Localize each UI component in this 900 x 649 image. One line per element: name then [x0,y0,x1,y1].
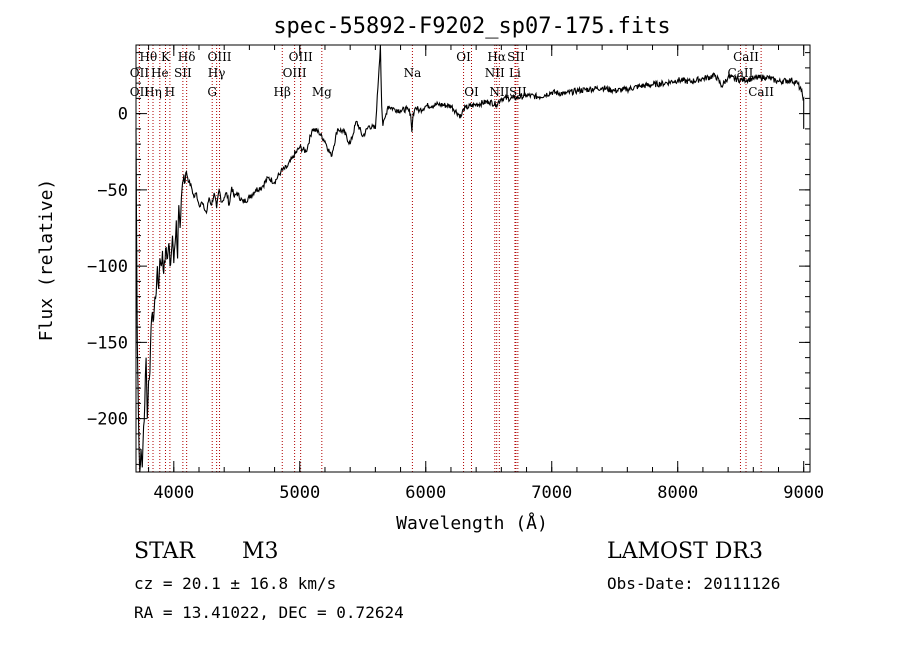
emission-line-label: OII [130,66,150,80]
emission-line-label: Hδ [178,50,196,64]
x-tick-label: 4000 [153,483,194,503]
x-tick-label: 5000 [279,483,320,503]
emission-line-label: NII [489,85,509,99]
x-tick-label: 6000 [405,483,446,503]
y-tick-label: −200 [87,410,128,430]
emission-line-label: OIII [283,66,307,80]
emission-line-label: H [165,85,175,99]
emission-line-label: OI [464,85,479,99]
emission-line-label: OIII [207,50,231,64]
redshift-cz: cz = 20.1 ± 16.8 km/s [134,574,337,593]
x-axis-label: Wavelength (Å) [396,512,548,534]
emission-line-label: Hθ [139,50,157,64]
spectrum-series-line [135,44,805,473]
y-tick-label: −100 [87,257,128,277]
y-tick-label: −50 [97,181,128,201]
emission-line-label: Li [509,66,521,80]
observation-date: Obs-Date: 20111126 [607,574,781,593]
object-class: STAR [134,539,195,564]
emission-line-label: CaII [733,50,759,64]
emission-line-label: K [161,50,171,64]
emission-line-label: He [151,66,169,80]
emission-line-label: OII [130,85,150,99]
emission-line-label: NII [485,66,505,80]
emission-line-label: Hη [144,85,162,99]
axis-ticks: 4000 5000 6000 7000 8000 9000 0 −50 −100 −150 −200 [87,45,824,503]
emission-line-label: Hα [487,50,506,64]
x-tick-label: 8000 [657,483,698,503]
object-subclass: M3 [242,539,279,564]
emission-line-label: SII [507,50,525,64]
emission-line-label: CaII [748,85,774,99]
x-tick-label: 7000 [531,483,572,503]
emission-line-label: SII [174,66,192,80]
y-axis-label: Flux (relative) [36,179,57,342]
emission-line-markers [138,45,762,472]
emission-line-label: Hβ [274,85,291,99]
plot-frame [135,44,811,473]
emission-line-label: OIII [289,50,313,64]
ra-dec-coordinates: RA = 13.41022, DEC = 0.72624 [134,603,404,622]
emission-line-label: OI [456,50,471,64]
x-tick-label: 9000 [783,483,824,503]
survey-name: LAMOST DR3 [607,539,763,564]
emission-line-label: Mg [312,85,332,99]
emission-line-label: G [207,85,217,99]
emission-line-label: Hγ [208,66,226,80]
y-tick-label: 0 [118,105,128,125]
emission-line-label: Na [404,66,422,80]
y-tick-label: −150 [87,333,128,353]
chart-title: spec-55892-F9202_sp07-175.fits [273,14,670,39]
